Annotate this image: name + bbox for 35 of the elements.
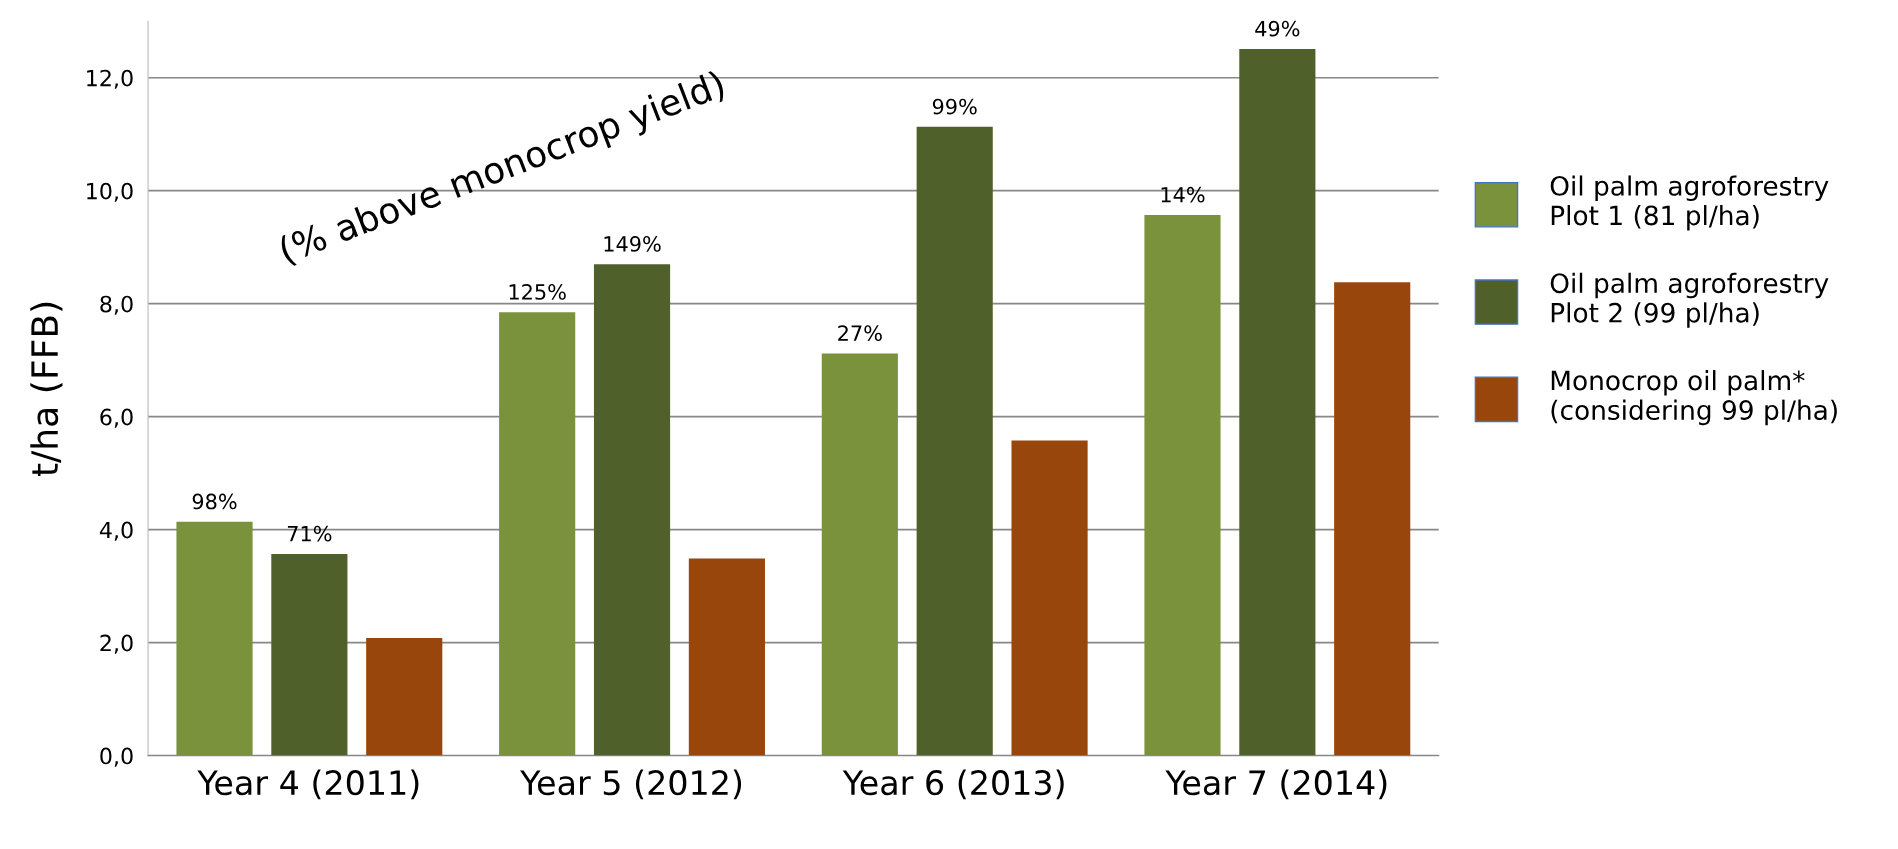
annotation: 149% (604, 236, 661, 252)
bar (1334, 282, 1411, 756)
bar (1239, 48, 1316, 756)
annotation: 125% (509, 284, 566, 300)
x-tick-label: Year 7 (2014) (1165, 769, 1387, 800)
bar (176, 521, 253, 756)
y-tick-label: 12,0 (87, 69, 133, 89)
bar (916, 126, 993, 756)
x-tick-label: Year 6 (2013) (842, 769, 1064, 800)
y-axis-title: t/ha (FFB) (30, 302, 63, 477)
annotation: 49% (1255, 20, 1300, 37)
y-tick-label: 8,0 (100, 295, 133, 315)
bar (499, 312, 576, 756)
bar (688, 558, 765, 756)
bar (366, 638, 443, 756)
y-tick-label: 4,0 (99, 521, 133, 541)
annotation: 98% (192, 493, 237, 510)
legend-label: Oil palm agroforestry Plot 1 (81 pl/ha) (1550, 175, 1829, 231)
x-tick-label: Year 4 (2011) (197, 769, 419, 800)
annotation: 71% (287, 525, 332, 542)
annotation: 27% (838, 325, 882, 342)
legend-label: Monocrop oil palm* (considering 99 pl/ha) (1551, 370, 1837, 426)
bar (1011, 440, 1088, 756)
y-tick-label: 0,0 (100, 747, 133, 767)
x-tick-label: Year 5 (2012) (520, 769, 742, 800)
annotation: 14% (1161, 186, 1205, 203)
legend-label: Oil palm agroforestry Plot 2 (99 pl/ha) (1550, 272, 1829, 328)
bar (271, 553, 348, 756)
bar (593, 264, 671, 756)
y-tick-label: 6,0 (100, 408, 133, 428)
annotation: 99% (932, 98, 977, 115)
y-tick-label: 10,0 (87, 182, 133, 202)
bar (821, 353, 898, 756)
y-tick-label: 2,0 (100, 634, 133, 654)
bar (1144, 214, 1221, 756)
